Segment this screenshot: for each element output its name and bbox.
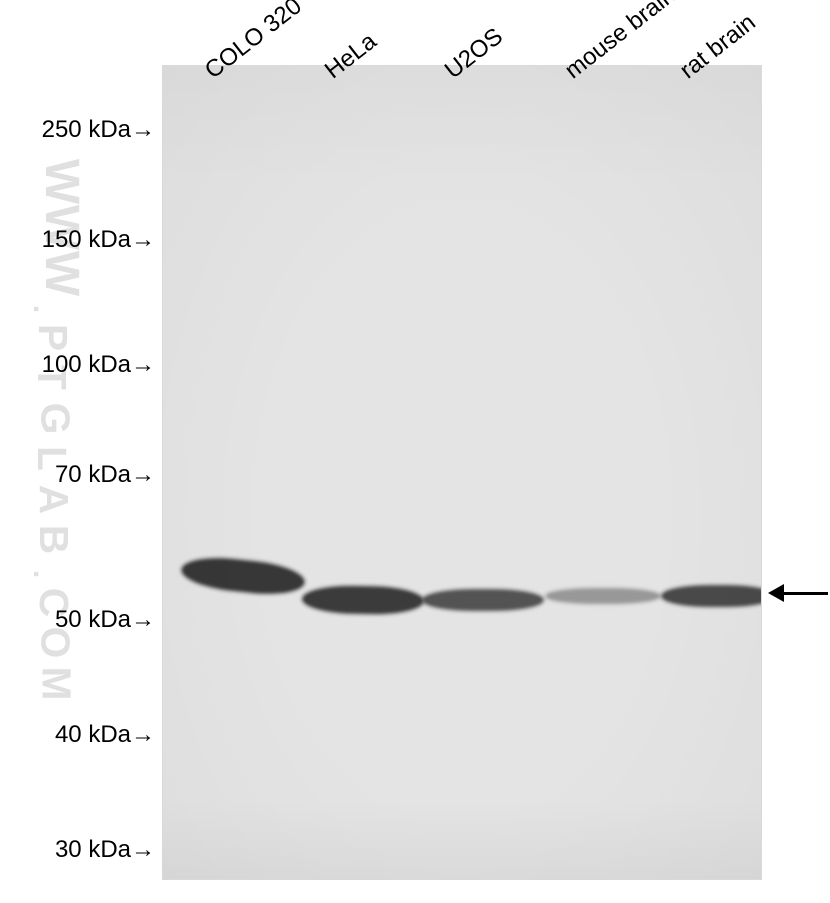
mw-marker-label: 50 kDa→: [55, 606, 155, 634]
mw-marker-label: 30 kDa→: [55, 836, 155, 864]
watermark-char: W: [34, 159, 89, 206]
watermark-char: W: [34, 251, 89, 298]
watermark-char: .: [26, 305, 60, 315]
mw-marker-label: 150 kDa→: [42, 226, 155, 254]
watermark-char: G: [31, 403, 78, 437]
blot-band: [547, 590, 659, 602]
watermark-char: B: [30, 525, 77, 556]
target-band-arrow: [768, 579, 828, 607]
arrow-left-icon: [768, 584, 784, 602]
mw-marker-label: 40 kDa→: [55, 721, 155, 749]
mw-marker-label: 250 kDa→: [42, 116, 155, 144]
watermark-char: .: [26, 570, 60, 580]
blot-membrane: [162, 65, 762, 880]
watermark-char: P: [29, 324, 76, 353]
mw-marker-label: 100 kDa→: [42, 351, 155, 379]
mw-marker-label: 70 kDa→: [55, 461, 155, 489]
blot-band: [424, 591, 542, 609]
blot-band: [182, 556, 304, 596]
watermark-char: M: [32, 666, 79, 702]
watermark-char: A: [30, 485, 77, 516]
arrow-shaft: [784, 592, 828, 595]
blot-band: [304, 587, 422, 613]
western-blot-figure: WWW.PTGLAB.COM COLO 320HeLaU2OSmouse bra…: [0, 0, 830, 903]
blot-band: [663, 587, 762, 605]
